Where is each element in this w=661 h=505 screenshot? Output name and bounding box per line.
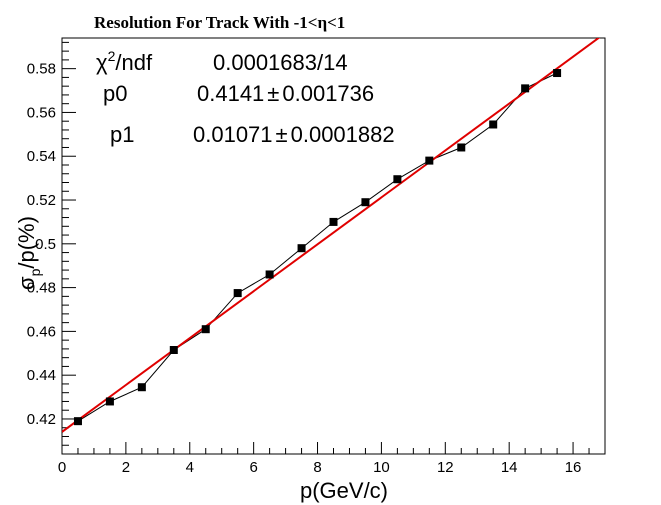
p0-label: p0 [103, 81, 127, 106]
p1-plusminus: ± [276, 122, 288, 147]
data-point [169, 346, 178, 354]
data-point [425, 156, 434, 165]
y-axis: 0.42 0.44 0.46 0.48 0.5 0.52 0.54 0.56 0.58 [27, 41, 76, 455]
data-point [489, 120, 498, 129]
y-axis-label: σp/p(%) [14, 216, 43, 290]
p0-plusminus: ± [267, 81, 279, 106]
data-point [393, 175, 402, 184]
x-tick-label: 6 [249, 459, 257, 476]
y-tick-label: 0.42 [27, 411, 56, 428]
chi2-superscript: 2 [108, 48, 116, 64]
p1-value: 0.01071 ±0.0001882 [193, 122, 395, 147]
data-point [329, 217, 338, 226]
data-point [361, 198, 370, 207]
data-point [201, 325, 210, 334]
data-point [105, 397, 114, 406]
x-axis-label: p(GeV/c) [300, 478, 388, 503]
y-tick-label: 0.54 [27, 148, 56, 165]
y-axis-label-rest: /p(%) [14, 216, 39, 269]
data-point [233, 289, 242, 298]
data-point [73, 417, 82, 426]
y-tick-label: 0.58 [27, 61, 56, 78]
y-tick-label: 0.56 [27, 104, 56, 121]
x-tick-label: 16 [565, 459, 582, 476]
data-point [265, 270, 274, 279]
x-tick-label: 12 [437, 459, 454, 476]
fit-stats-box: χ2/ndf 0.0001683/14 p0 0.4141 ±0.001736 p… [96, 48, 395, 147]
chi2-label: χ2/ndf [96, 48, 153, 75]
data-point [137, 383, 146, 392]
x-tick-label: 0 [58, 459, 66, 476]
x-tick-label: 2 [122, 459, 130, 476]
chi2-value: 0.0001683/14 [213, 50, 348, 75]
y-tick-label: 0.48 [27, 280, 56, 297]
data-point [553, 69, 562, 78]
data-connecting-line [77, 72, 558, 422]
p1-central: 0.01071 [193, 122, 273, 147]
x-tick-label: 8 [313, 459, 321, 476]
x-axis: 0 2 4 6 8 10 12 14 16 [58, 442, 606, 476]
y-axis-label-sigma: σ [14, 276, 39, 290]
y-tick-label: 0.52 [27, 192, 56, 209]
data-point [521, 84, 530, 93]
p0-central: 0.4141 [197, 81, 264, 106]
y-tick-label: 0.44 [27, 367, 56, 384]
y-tick-label: 0.46 [27, 323, 56, 340]
data-markers [73, 69, 562, 426]
p1-error: 0.0001882 [291, 122, 395, 147]
chi2-symbol: χ [96, 50, 108, 75]
x-tick-label: 14 [501, 459, 518, 476]
data-point [457, 143, 466, 152]
chart-title: Resolution For Track With -1<η<1 [94, 13, 345, 32]
data-point [297, 244, 306, 253]
chi2-ndf-text: /ndf [115, 50, 153, 75]
p0-value: 0.4141 ±0.001736 [197, 81, 374, 106]
y-axis-label-subscript: p [27, 268, 43, 276]
fit-line [62, 38, 601, 433]
x-tick-label: 10 [373, 459, 390, 476]
y-tick-label: 0.5 [35, 236, 56, 253]
p0-error: 0.001736 [282, 81, 374, 106]
p1-label: p1 [110, 122, 134, 147]
x-tick-label: 4 [186, 459, 194, 476]
